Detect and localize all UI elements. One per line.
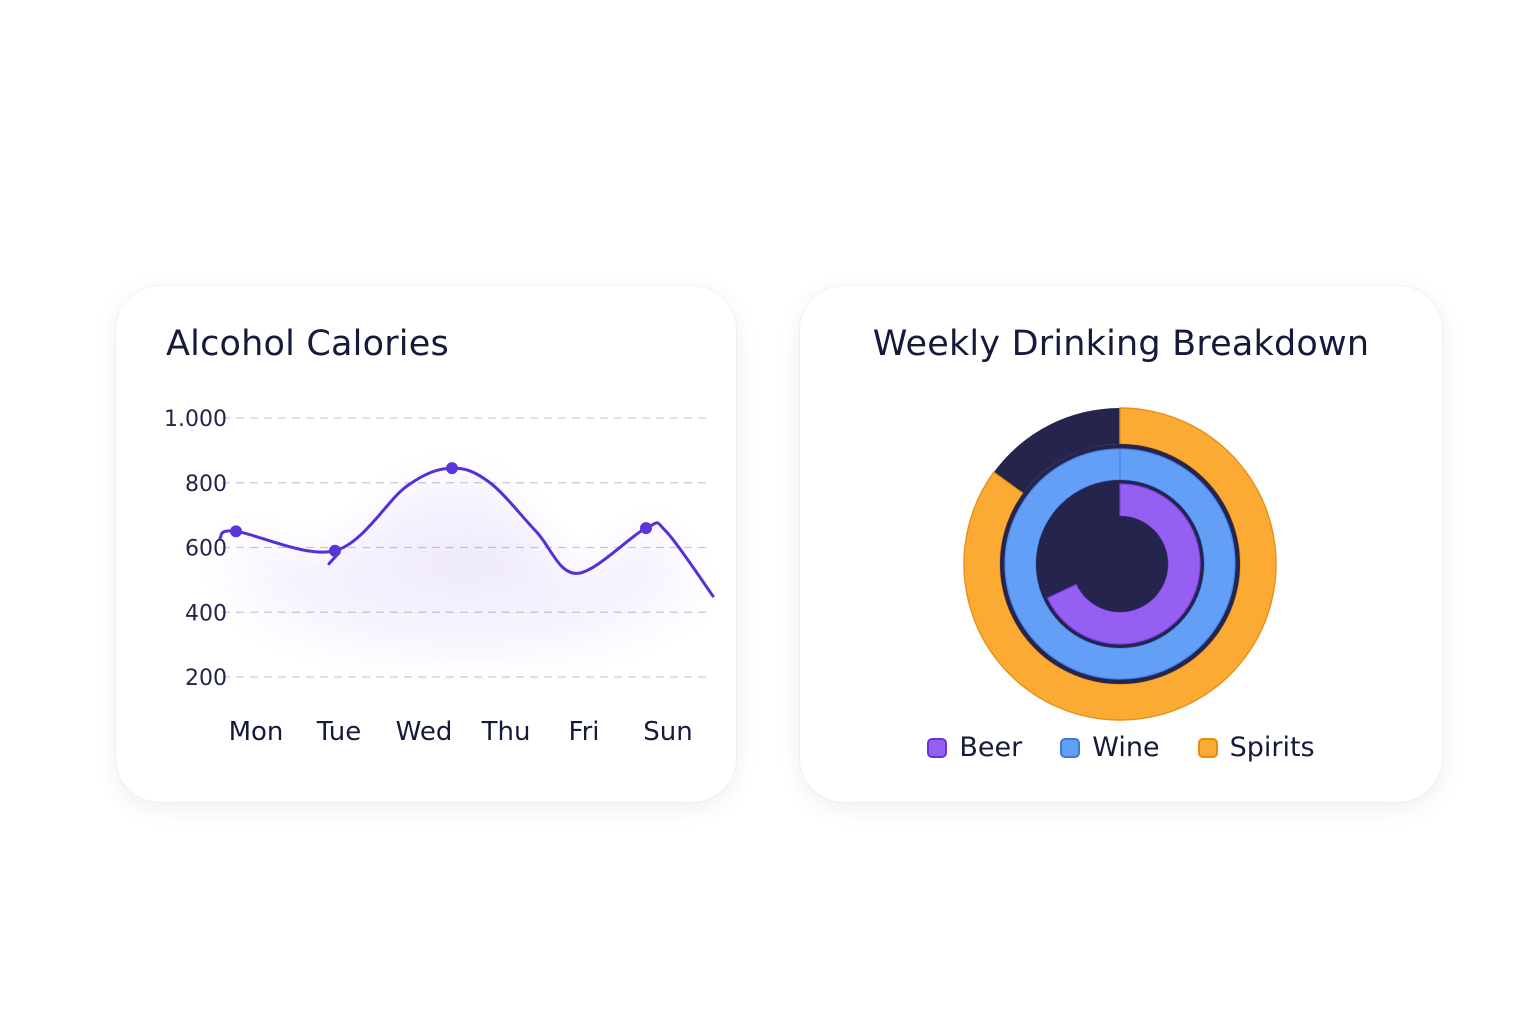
legend-item-beer: Beer bbox=[927, 732, 1022, 763]
legend-item-spirits: Spirits bbox=[1197, 732, 1315, 763]
line-chart-area-fill bbox=[220, 468, 713, 661]
data-point bbox=[446, 462, 458, 475]
drinking-breakdown-donut-chart bbox=[963, 407, 1277, 721]
y-tick-label: 400 bbox=[185, 601, 227, 626]
legend-item-wine: Wine bbox=[1060, 732, 1160, 763]
alcohol-calories-title: Alcohol Calories bbox=[166, 324, 449, 364]
donut-legend: Beer Wine Spirits bbox=[800, 732, 1442, 763]
y-tick-label: 800 bbox=[185, 472, 227, 497]
data-point bbox=[640, 522, 652, 535]
x-axis-label: Wed bbox=[396, 717, 453, 747]
legend-swatch-spirits bbox=[1197, 737, 1218, 758]
legend-swatch-beer bbox=[927, 737, 948, 758]
alcohol-calories-line-chart: 1.000 800 600 400 200 Mon Tue Wed Thu Fri Sun bbox=[164, 407, 715, 747]
x-axis-label: Thu bbox=[481, 717, 531, 747]
donut-center-hole bbox=[1072, 516, 1168, 612]
legend-label-wine: Wine bbox=[1092, 732, 1160, 763]
line-chart-axis-labels: 1.000 800 600 400 200 Mon Tue Wed Thu Fri Sun bbox=[164, 407, 693, 747]
y-tick-label: 600 bbox=[185, 537, 227, 562]
alcohol-calories-card: Alcohol Calories 1.000 800 600 400 200 Mon Tue… bbox=[116, 286, 736, 802]
data-point bbox=[329, 544, 341, 557]
x-axis-label: Sun bbox=[643, 717, 692, 747]
line-chart-area bbox=[220, 468, 713, 661]
spirits-remaining-segment bbox=[993, 408, 1120, 494]
y-tick-label: 200 bbox=[185, 666, 227, 691]
legend-label-beer: Beer bbox=[959, 732, 1023, 763]
x-axis-label: Mon bbox=[229, 717, 284, 747]
donut-rings bbox=[963, 407, 1277, 721]
weekly-drinking-breakdown-card: Weekly Drinking Breakdown Beer Wine Spir… bbox=[800, 286, 1442, 802]
data-point bbox=[230, 525, 242, 538]
weekly-drinking-breakdown-title: Weekly Drinking Breakdown bbox=[872, 324, 1370, 364]
alcohol-calories-series-line bbox=[218, 466, 715, 598]
legend-swatch-wine bbox=[1060, 737, 1081, 758]
y-tick-label: 1.000 bbox=[164, 407, 227, 432]
x-axis-label: Fri bbox=[569, 717, 600, 747]
line-chart-points bbox=[230, 462, 652, 557]
legend-label-spirits: Spirits bbox=[1229, 732, 1315, 763]
x-axis-label: Tue bbox=[316, 717, 361, 747]
